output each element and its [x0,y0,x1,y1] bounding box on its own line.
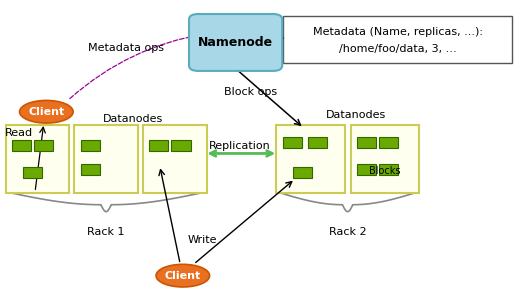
Text: Namenode: Namenode [198,36,273,49]
Text: Write: Write [188,235,217,245]
FancyBboxPatch shape [379,164,398,175]
Text: Datanodes: Datanodes [325,110,386,120]
Text: Metadata ops: Metadata ops [88,43,164,53]
Ellipse shape [20,100,73,123]
FancyBboxPatch shape [293,167,312,178]
Text: Read: Read [5,128,33,138]
FancyBboxPatch shape [189,14,282,71]
Text: Replication: Replication [209,141,270,151]
FancyBboxPatch shape [351,125,419,193]
FancyBboxPatch shape [276,125,345,193]
Text: /home/foo/data, 3, …: /home/foo/data, 3, … [339,44,457,54]
Text: Client: Client [28,107,64,117]
FancyBboxPatch shape [81,164,100,175]
Text: Block ops: Block ops [224,87,277,97]
Text: Rack 2: Rack 2 [329,226,367,237]
Ellipse shape [156,264,210,287]
FancyBboxPatch shape [34,140,53,151]
FancyBboxPatch shape [23,167,42,178]
Text: Rack 1: Rack 1 [88,226,125,237]
FancyBboxPatch shape [357,164,376,175]
Text: Metadata (Name, replicas, ...):: Metadata (Name, replicas, ...): [313,27,483,37]
FancyBboxPatch shape [283,16,512,63]
FancyBboxPatch shape [149,140,168,151]
Text: Datanodes: Datanodes [103,114,163,124]
FancyBboxPatch shape [283,137,302,148]
FancyBboxPatch shape [308,137,327,148]
FancyBboxPatch shape [12,140,31,151]
Text: Client: Client [165,271,201,281]
FancyBboxPatch shape [143,125,207,193]
Text: Blocks: Blocks [369,166,401,176]
FancyBboxPatch shape [81,140,100,151]
FancyBboxPatch shape [74,125,138,193]
FancyBboxPatch shape [379,137,398,148]
FancyBboxPatch shape [357,137,376,148]
FancyBboxPatch shape [6,125,69,193]
FancyBboxPatch shape [171,140,191,151]
